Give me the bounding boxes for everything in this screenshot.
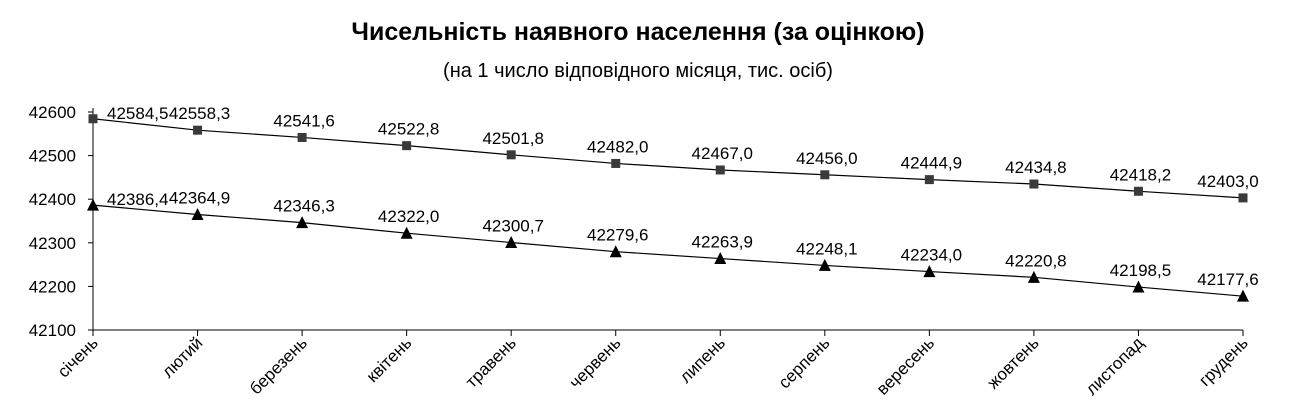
series-2-point — [714, 252, 727, 265]
series-2-data-label: 42322,0 — [378, 207, 439, 226]
x-tick-label: лютий — [158, 333, 206, 381]
series-1-point — [1238, 193, 1248, 203]
series-2-data-label: 42198,5 — [1110, 261, 1171, 280]
series-2-point — [400, 226, 413, 239]
series-1-data-label: 42403,0 — [1197, 172, 1258, 191]
series-1-data-label: 42456,0 — [796, 149, 857, 168]
x-tick-label: січень — [54, 333, 102, 381]
y-tick-label: 42200 — [29, 277, 76, 296]
series-1-data-label: 42522,8 — [378, 120, 439, 139]
series-2-point — [87, 198, 99, 211]
chart-subtitle: (на 1 число відповідного місяця, тис. ос… — [443, 60, 833, 82]
y-tick-label: 42500 — [29, 147, 76, 166]
series-2-point — [191, 208, 204, 221]
x-tick-label: квітень — [363, 333, 416, 386]
series-2-data-label: 42234,0 — [901, 246, 962, 265]
series-2-point — [296, 216, 309, 229]
series-1-point — [1029, 179, 1039, 189]
series-1-data-label: 42558,3 — [169, 104, 230, 123]
series-1-point — [611, 158, 621, 168]
series-2-point — [818, 258, 831, 271]
series-1-data-label: 42434,8 — [1005, 158, 1066, 177]
series-2-data-label: 42263,9 — [692, 233, 753, 252]
series-2-point — [1027, 270, 1040, 283]
x-tick-label: червень — [566, 333, 625, 392]
y-tick-label: 42600 — [29, 103, 76, 122]
series-1-point — [924, 175, 934, 185]
series-1-point — [88, 114, 98, 124]
series-2-data-label: 42386,4 — [107, 190, 168, 209]
y-tick-label: 42300 — [29, 234, 76, 253]
series-1-data-label: 42418,2 — [1110, 165, 1171, 184]
series-1-point — [506, 150, 516, 160]
series-2-data-label: 42177,6 — [1197, 270, 1258, 289]
x-tick-label: грудень — [1195, 333, 1252, 390]
chart-title: Чисельність наявного населення (за оцінк… — [351, 18, 925, 46]
series-2-data-label: 42248,1 — [796, 239, 857, 258]
x-tick-label: березень — [246, 333, 311, 398]
series-1-point — [715, 165, 725, 175]
series-2-data-label: 42220,8 — [1005, 251, 1066, 270]
series-2-data-label: 42364,9 — [169, 189, 230, 208]
series-2-point — [1237, 289, 1249, 302]
series-1-point — [402, 141, 412, 151]
x-tick-label: липень — [676, 333, 729, 386]
series-1-line — [92, 118, 1244, 199]
series-2-data-label: 42279,6 — [587, 226, 648, 245]
x-tick-label: травень — [462, 333, 520, 391]
x-tick-label: серпень — [775, 333, 834, 392]
y-tick-label: 42100 — [29, 321, 76, 340]
series-1-data-label: 42482,0 — [587, 137, 648, 156]
x-tick-label: вересень — [873, 333, 938, 398]
series-2-data-label: 42346,3 — [273, 197, 334, 216]
series-1-data-label: 42584,5 — [107, 104, 168, 123]
series-1-data-label: 42501,8 — [482, 129, 543, 148]
series-1-point — [1133, 186, 1143, 196]
series-1-point — [297, 132, 307, 142]
series-2-point — [505, 235, 518, 248]
x-tick-label: листопад — [1082, 333, 1147, 398]
y-tick-label: 42400 — [29, 190, 76, 209]
series-1-data-label: 42444,9 — [901, 154, 962, 173]
series-2-point — [609, 245, 622, 258]
series-2-point — [1132, 280, 1145, 293]
series-2-point — [923, 265, 936, 278]
x-tick-label: жовтень — [983, 333, 1042, 392]
series-1-point — [820, 170, 830, 180]
series-1-data-label: 42467,0 — [692, 144, 753, 163]
series-2-data-label: 42300,7 — [482, 216, 543, 235]
series-2-line — [92, 204, 1244, 297]
series-1-data-label: 42541,6 — [273, 111, 334, 130]
series-1-point — [193, 125, 203, 135]
